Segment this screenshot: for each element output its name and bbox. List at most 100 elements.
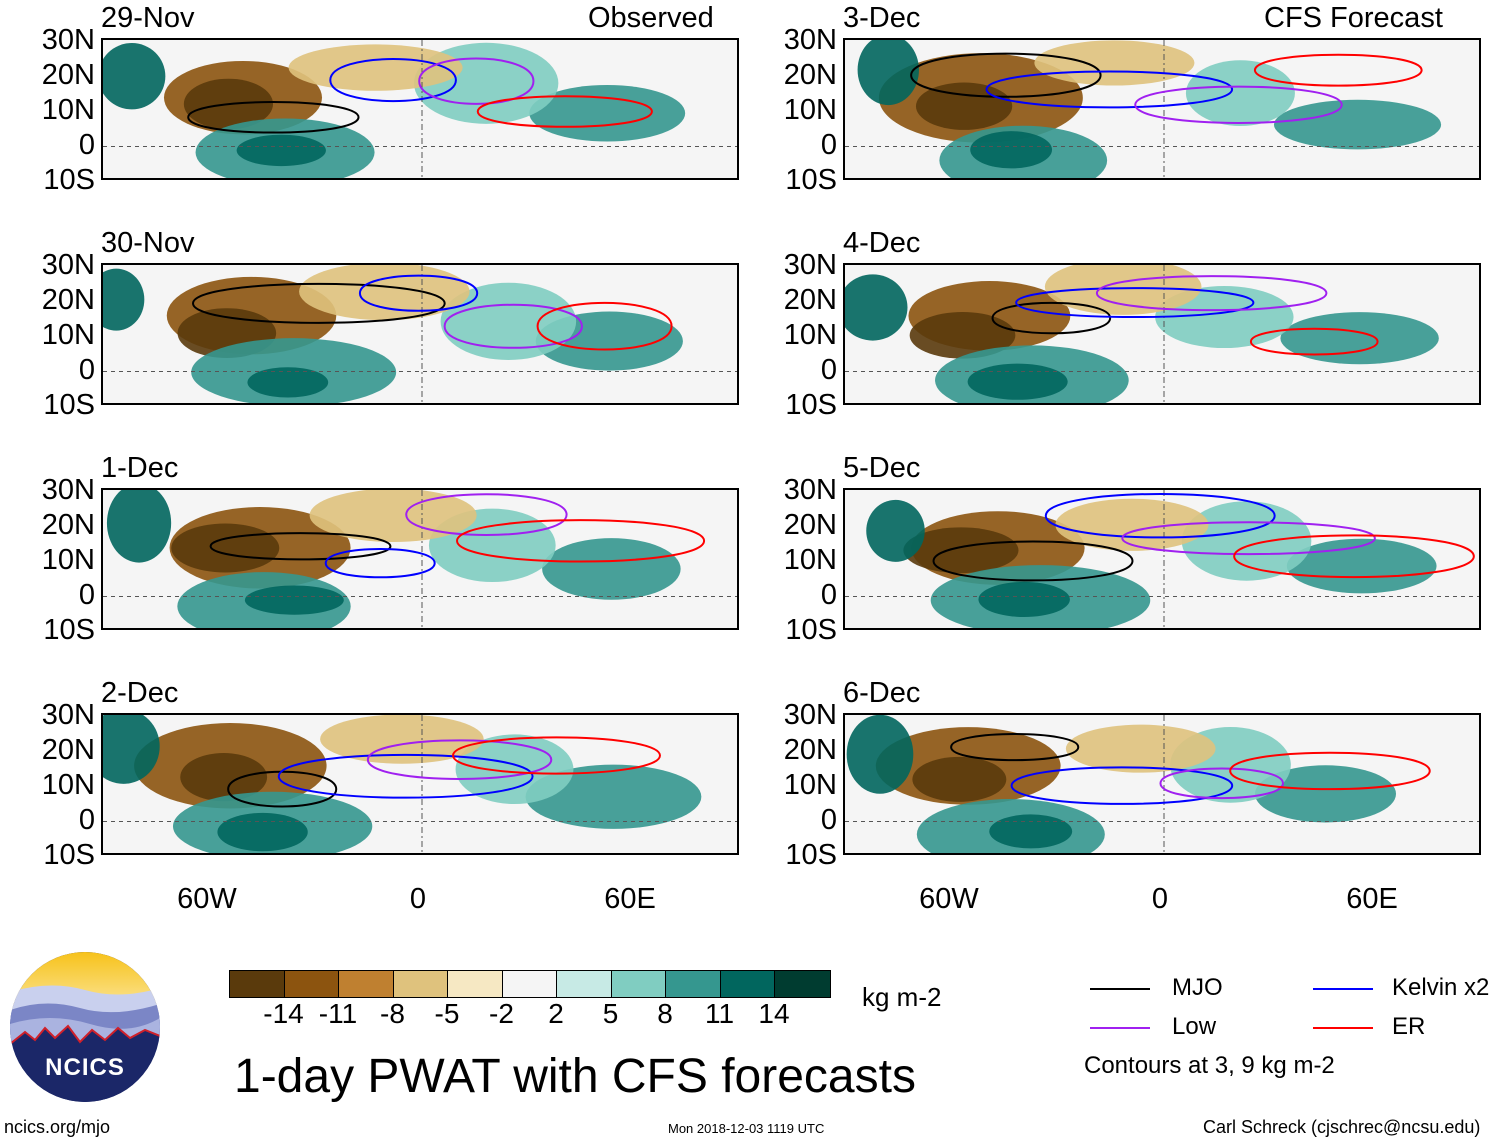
pwat-anomaly-blob: [171, 523, 280, 573]
panel-date-4-dec: 4-Dec: [843, 227, 921, 259]
contour-low: [443, 303, 583, 349]
colorbar-swatch: [775, 971, 830, 997]
x-tick-right-60e: 60E: [1346, 883, 1398, 915]
pwat-anomaly-blob: [103, 268, 145, 331]
y-tick-10s: 10S: [785, 614, 837, 646]
y-tick-10n: 10N: [783, 319, 837, 351]
y-tick-0: 0: [78, 129, 95, 161]
pwat-anomaly-blob: [967, 363, 1068, 400]
pwat-anomaly-blob: [103, 715, 160, 784]
x-tick-right-60w: 60W: [919, 883, 979, 915]
pwat-anomaly-blob: [978, 581, 1070, 618]
pwat-field: [845, 40, 1479, 178]
y-tick-10n: 10N: [41, 319, 95, 351]
legend-kelvin-label: Kelvin x2: [1392, 974, 1490, 1001]
chart-title: 1-day PWAT with CFS forecasts: [234, 1050, 916, 1103]
contour-kelvin-x2: [324, 548, 436, 579]
pwat-anomaly-blob: [299, 265, 470, 321]
y-tick-20n: 20N: [41, 284, 95, 316]
panel-date-3-dec: 3-Dec: [843, 2, 921, 34]
legend-low-line: [1090, 1027, 1150, 1029]
colorbar-tick: -5: [434, 998, 460, 1029]
pwat-field: [103, 490, 737, 628]
y-tick-0: 0: [820, 804, 837, 836]
y-tick-0: 0: [78, 354, 95, 386]
contour-er: [452, 736, 661, 775]
panel-date-2-dec: 2-Dec: [101, 677, 179, 709]
y-tick-0: 0: [78, 804, 95, 836]
y-tick-0: 0: [820, 354, 837, 386]
pwat-field: [103, 265, 737, 403]
contour-mjo: [192, 282, 446, 324]
pwat-anomaly-blob: [1185, 60, 1295, 127]
contour-mjo: [991, 302, 1112, 335]
y-tick-10s: 10S: [43, 614, 95, 646]
panel-date-29-nov: 29-Nov: [101, 2, 195, 34]
y-tick-10s: 10S: [785, 164, 837, 196]
y-tick-10n: 10N: [783, 94, 837, 126]
map-panel: [101, 263, 739, 405]
pwat-anomaly-blob: [1280, 312, 1439, 365]
contour-low: [1121, 521, 1376, 556]
y-tick-20n: 20N: [41, 509, 95, 541]
colorbar-tick: 5: [602, 998, 619, 1029]
y-tick-0: 0: [78, 579, 95, 611]
y-tick-0: 0: [820, 129, 837, 161]
map-panel: [843, 263, 1481, 405]
map-panel: [101, 38, 739, 180]
pwat-anomaly-blob: [106, 490, 172, 563]
legend-low-label: Low: [1172, 1013, 1217, 1040]
pwat-field: [845, 265, 1479, 403]
pwat-anomaly-blob: [217, 812, 308, 852]
y-tick-30n: 30N: [783, 699, 837, 731]
pwat-anomaly-blob: [103, 43, 166, 110]
pwat-field: [845, 490, 1479, 628]
colorbar-units: kg m-2: [862, 982, 942, 1012]
y-tick-10s: 10S: [785, 839, 837, 871]
pwat-anomaly-blob: [244, 585, 344, 615]
y-tick-30n: 30N: [783, 474, 837, 506]
colorbar-tick: -2: [489, 998, 514, 1029]
contour-kelvin-x2: [1044, 493, 1276, 539]
pwat-anomaly-blob: [1181, 501, 1312, 581]
pwat-anomaly-blob: [1065, 724, 1216, 773]
legend-kelvin-line: [1313, 988, 1373, 990]
colorbar-swatch: [502, 971, 557, 997]
footer-url[interactable]: ncics.org/mjo: [4, 1117, 111, 1137]
contour-mjo: [910, 52, 1102, 98]
colorbar-swatch: [611, 971, 666, 997]
y-tick-30n: 30N: [783, 249, 837, 281]
colorbar-swatch: [666, 971, 721, 997]
colorbar-tick: -11: [318, 998, 358, 1029]
panel-date-6-dec: 6-Dec: [843, 677, 921, 709]
y-tick-20n: 20N: [783, 734, 837, 766]
contour-mjo: [209, 532, 392, 561]
contour-mjo: [227, 770, 338, 808]
cfs-forecast-label: CFS Forecast: [1264, 2, 1443, 34]
contour-er: [1233, 534, 1475, 579]
y-tick-30n: 30N: [41, 249, 95, 281]
pwat-anomaly-blob: [915, 82, 1013, 130]
contour-low: [366, 739, 553, 780]
pwat-anomaly-blob: [912, 756, 1007, 802]
contour-kelvin-x2: [329, 58, 457, 103]
y-tick-10s: 10S: [43, 839, 95, 871]
y-tick-10n: 10N: [41, 544, 95, 576]
pwat-anomaly-blob: [180, 753, 268, 802]
contour-kelvin-x2: [358, 274, 479, 312]
y-tick-0: 0: [820, 579, 837, 611]
pwat-field: [845, 715, 1479, 853]
y-tick-30n: 30N: [783, 24, 837, 56]
pwat-anomaly-blob: [1254, 765, 1397, 823]
contour-kelvin-x2: [1010, 766, 1234, 805]
pwat-anomaly-blob: [845, 274, 908, 341]
legend-er-line: [1313, 1027, 1373, 1029]
contour-mjo: [187, 101, 360, 134]
pwat-anomaly-blob: [857, 40, 919, 106]
colorbar-tick: -14: [263, 998, 304, 1029]
pwat-field: [103, 715, 737, 853]
colorbar: [229, 970, 831, 998]
pwat-anomaly-blob: [970, 131, 1053, 169]
colorbar-swatch: [448, 971, 503, 997]
pwat-anomaly-blob: [1273, 99, 1442, 150]
